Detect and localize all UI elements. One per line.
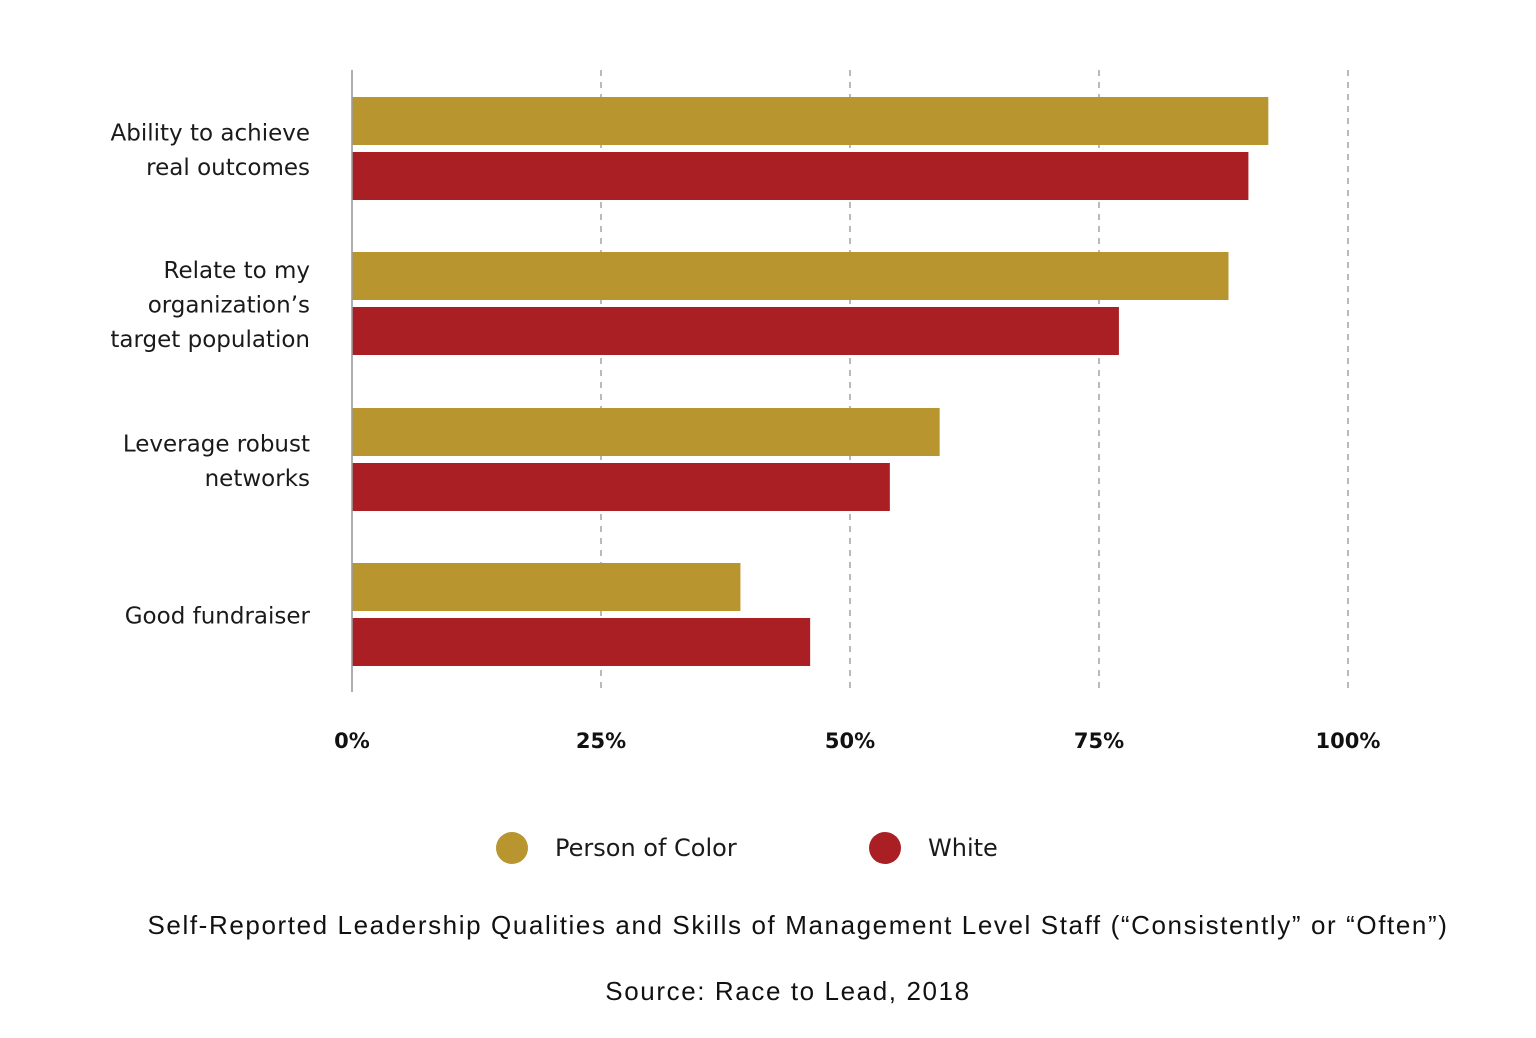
category-label-line: Good fundraiser: [125, 604, 311, 630]
x-tick-label-25: 25%: [576, 729, 626, 753]
category-label-line: Leverage robust: [123, 431, 310, 457]
legend-item-white: White: [869, 826, 998, 870]
bar-white-4: [352, 618, 811, 666]
bars: [352, 97, 1269, 666]
legend-swatch-white: [869, 832, 901, 864]
bar-person-of-color-4: [352, 563, 741, 611]
bar-chart: Ability to achieve real outcomes Relate to…: [110, 70, 1380, 753]
category-label-line: Ability to achieve: [111, 120, 310, 146]
legend: Person of Color White: [0, 826, 1536, 870]
chart-source: Source: Race to Lead, 2018: [605, 976, 971, 1006]
category-labels: Ability to achieve real outcomes Relate to…: [110, 120, 310, 629]
legend-item-person-of-color: Person of Color: [496, 826, 737, 870]
bar-white-2: [352, 307, 1119, 355]
category-label-3: Leverage robust networks: [123, 431, 310, 492]
chart-title: Self-Reported Leadership Qualities and S…: [147, 910, 1449, 940]
category-label-line: target population: [110, 327, 310, 353]
x-tick-label-50: 50%: [825, 729, 875, 753]
category-label-line: real outcomes: [146, 155, 310, 181]
x-tick-label-0: 0%: [334, 729, 370, 753]
bar-white-1: [352, 152, 1249, 200]
legend-label-white: White: [928, 834, 998, 862]
x-tick-label-75: 75%: [1074, 729, 1124, 753]
x-tick-label-100: 100%: [1316, 729, 1381, 753]
legend-label-person-of-color: Person of Color: [555, 834, 737, 862]
category-label-line: networks: [205, 466, 310, 492]
category-label-1: Ability to achieve real outcomes: [111, 120, 310, 181]
category-label-line: organization’s: [148, 293, 310, 319]
category-label-line: Relate to my: [164, 258, 310, 284]
legend-swatch-person-of-color: [496, 832, 528, 864]
bar-person-of-color-2: [352, 252, 1229, 300]
bar-white-3: [352, 463, 890, 511]
bar-person-of-color-3: [352, 408, 940, 456]
category-label-2: Relate to my organization’s target populat…: [110, 258, 310, 353]
bar-person-of-color-1: [352, 97, 1269, 145]
x-tick-labels: 0% 25% 50% 75% 100%: [334, 729, 1380, 753]
category-label-4: Good fundraiser: [125, 604, 311, 630]
